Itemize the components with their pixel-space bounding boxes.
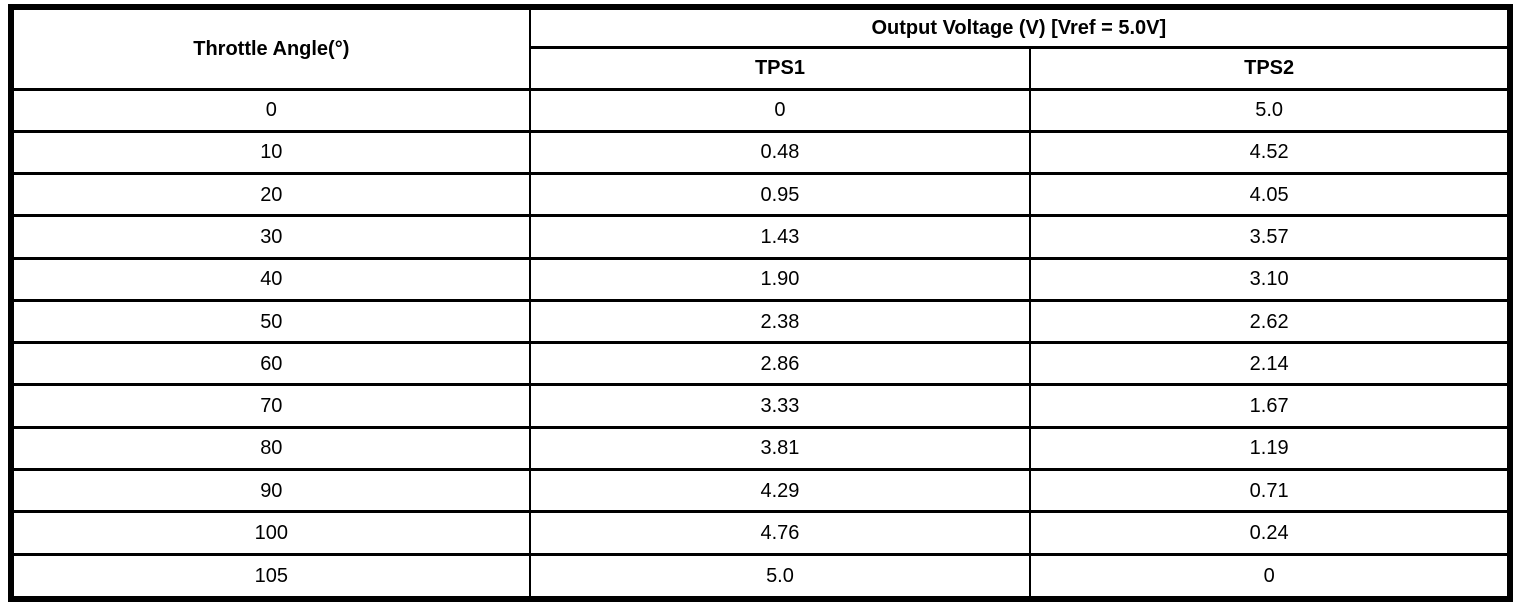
cell-tps1: 2.38 <box>528 298 1032 345</box>
cell-tps1: 3.33 <box>528 383 1032 429</box>
cell-angle: 60 <box>10 341 531 387</box>
cell-angle: 80 <box>10 425 531 472</box>
cell-tps1: 0.95 <box>528 172 1032 218</box>
cell-angle: 100 <box>10 510 531 556</box>
cell-tps1: 5.0 <box>528 552 1032 601</box>
column-header-tps2: TPS2 <box>1029 45 1511 91</box>
header-row-group: Throttle Angle(°) Output Voltage (V) [Vr… <box>10 5 1512 91</box>
cell-tps2: 1.67 <box>1029 383 1511 429</box>
cell-tps2: 1.19 <box>1029 425 1511 472</box>
cell-angle: 50 <box>10 298 531 345</box>
table-row: 30 1.43 3.57 <box>10 214 1511 260</box>
cell-tps2: 0 <box>1029 552 1511 601</box>
cell-tps1: 4.29 <box>528 468 1032 514</box>
cell-tps1: 1.43 <box>528 214 1032 260</box>
table-row: 70 3.33 1.67 <box>10 383 1511 429</box>
cell-tps2: 4.52 <box>1029 129 1511 176</box>
cell-angle: 30 <box>10 214 531 260</box>
table-row: 100 4.76 0.24 <box>10 510 1511 556</box>
cell-tps2: 2.14 <box>1029 341 1511 387</box>
header-row-sub: TPS1 TPS2 <box>11 45 1511 91</box>
cell-tps2: 0.71 <box>1029 468 1511 514</box>
column-header-output-voltage: Output Voltage (V) [Vref = 5.0V] <box>528 5 1512 49</box>
cell-angle: 70 <box>10 383 531 429</box>
table-row: 60 2.86 2.14 <box>10 341 1511 387</box>
cell-tps1: 2.86 <box>528 341 1032 387</box>
table-body: 0 0 5.0 10 0.48 4.52 20 0.95 4.05 30 1.43 3.57 40 1.9… <box>10 87 1511 601</box>
cell-tps1: 4.76 <box>528 510 1032 556</box>
cell-tps1: 0 <box>528 87 1032 133</box>
cell-tps2: 4.05 <box>1029 172 1511 218</box>
cell-angle: 105 <box>10 552 531 601</box>
cell-tps1: 3.81 <box>528 425 1032 472</box>
tps-voltage-table: Throttle Angle(°) Output Voltage (V) [Vr… <box>8 4 1513 602</box>
cell-angle: 0 <box>10 87 531 133</box>
cell-tps2: 5.0 <box>1029 87 1511 133</box>
table-row: 20 0.95 4.05 <box>10 172 1511 218</box>
table-row: 0 0 5.0 <box>10 87 1511 133</box>
table-header: Throttle Angle(°) Output Voltage (V) [Vr… <box>10 5 1512 91</box>
cell-tps1: 1.90 <box>528 256 1032 302</box>
cell-tps2: 2.62 <box>1029 298 1511 345</box>
cell-angle: 10 <box>10 129 531 176</box>
table-row: 105 5.0 0 <box>10 552 1511 601</box>
table-row: 50 2.38 2.62 <box>10 298 1511 345</box>
column-header-throttle-angle: Throttle Angle(°) <box>10 5 531 91</box>
cell-angle: 40 <box>10 256 531 302</box>
table-row: 90 4.29 0.71 <box>10 468 1511 514</box>
cell-tps2: 0.24 <box>1029 510 1511 556</box>
table-row: 40 1.90 3.10 <box>10 256 1511 302</box>
column-header-tps1: TPS1 <box>528 45 1032 91</box>
cell-angle: 20 <box>10 172 531 218</box>
table-row: 80 3.81 1.19 <box>10 425 1511 472</box>
table-row: 10 0.48 4.52 <box>10 129 1511 176</box>
cell-tps1: 0.48 <box>528 129 1032 176</box>
cell-tps2: 3.57 <box>1029 214 1511 260</box>
cell-angle: 90 <box>10 468 531 514</box>
cell-tps2: 3.10 <box>1029 256 1511 302</box>
